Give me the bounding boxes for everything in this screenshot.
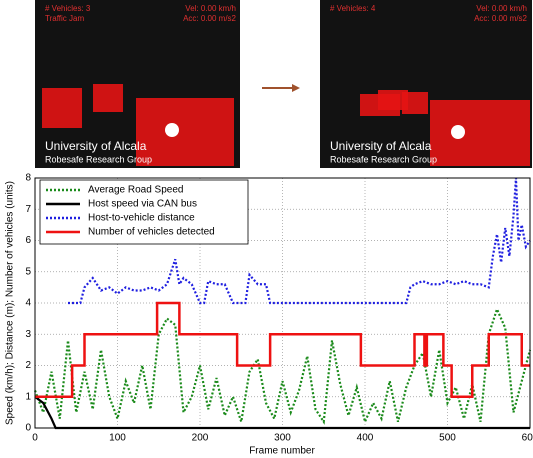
x-axis-label: Frame number: [249, 446, 315, 457]
y-tick-label: 5: [25, 266, 31, 277]
figure: # Vehicles: 3 Traffic Jam Vel: 0.00 km/h…: [0, 0, 533, 458]
arrow: [262, 84, 300, 92]
group: Robesafe Research Group: [45, 154, 152, 164]
legend-label: Average Road Speed: [88, 185, 183, 196]
headlight: [165, 123, 179, 137]
group: Robesafe Research Group: [330, 154, 437, 164]
status: Traffic Jam: [45, 14, 84, 23]
y-tick-label: 7: [25, 204, 31, 215]
y-tick-label: 3: [25, 329, 31, 340]
y-tick-label: 8: [25, 173, 31, 184]
y-axis-label: Speed (km/h); Distance (m); Number of ve…: [5, 181, 16, 425]
x-tick-label: 300: [274, 433, 291, 444]
vehicle-count: # Vehicles: 4: [330, 4, 376, 13]
y-tick-label: 1: [25, 391, 31, 402]
x-tick-label: 0: [32, 433, 38, 444]
x-tick-label: 600: [522, 433, 533, 444]
camera-right: # Vehicles: 4 Vel: 0.00 km/h Acc: 0.00 m…: [320, 0, 532, 168]
legend-label: Host-to-vehicle distance: [88, 213, 195, 224]
x-tick-label: 500: [439, 433, 456, 444]
velocity: Vel: 0.00 km/h: [185, 4, 236, 13]
y-tick-label: 6: [25, 235, 31, 246]
chart: 0 100 200 300 400 500 600 0 1 2 3 4 5 6 7 8 Average Road…: [25, 173, 533, 444]
y-tick-label: 0: [25, 423, 31, 434]
velocity: Vel: 0.00 km/h: [476, 4, 527, 13]
x-tick-label: 400: [357, 433, 374, 444]
detection-box: [93, 84, 123, 112]
detection-box: [430, 100, 530, 166]
university: University of Alcala: [45, 139, 147, 153]
camera-left: # Vehicles: 3 Traffic Jam Vel: 0.00 km/h…: [35, 0, 240, 168]
x-tick-label: 200: [192, 433, 209, 444]
detection-box: [42, 88, 82, 128]
x-tick-label: 100: [109, 433, 126, 444]
university: University of Alcala: [330, 139, 432, 153]
legend-label: Number of vehicles detected: [88, 227, 215, 238]
y-tick-label: 4: [25, 298, 31, 309]
vehicle-count: # Vehicles: 3: [45, 4, 91, 13]
acceleration: Acc: 0.00 m/s2: [183, 14, 236, 23]
detection-box: [402, 92, 428, 114]
legend-label: Host speed via CAN bus: [88, 199, 197, 210]
y-tick-label: 2: [25, 360, 31, 371]
acceleration: Acc: 0.00 m/s2: [474, 14, 527, 23]
headlight: [451, 125, 465, 139]
